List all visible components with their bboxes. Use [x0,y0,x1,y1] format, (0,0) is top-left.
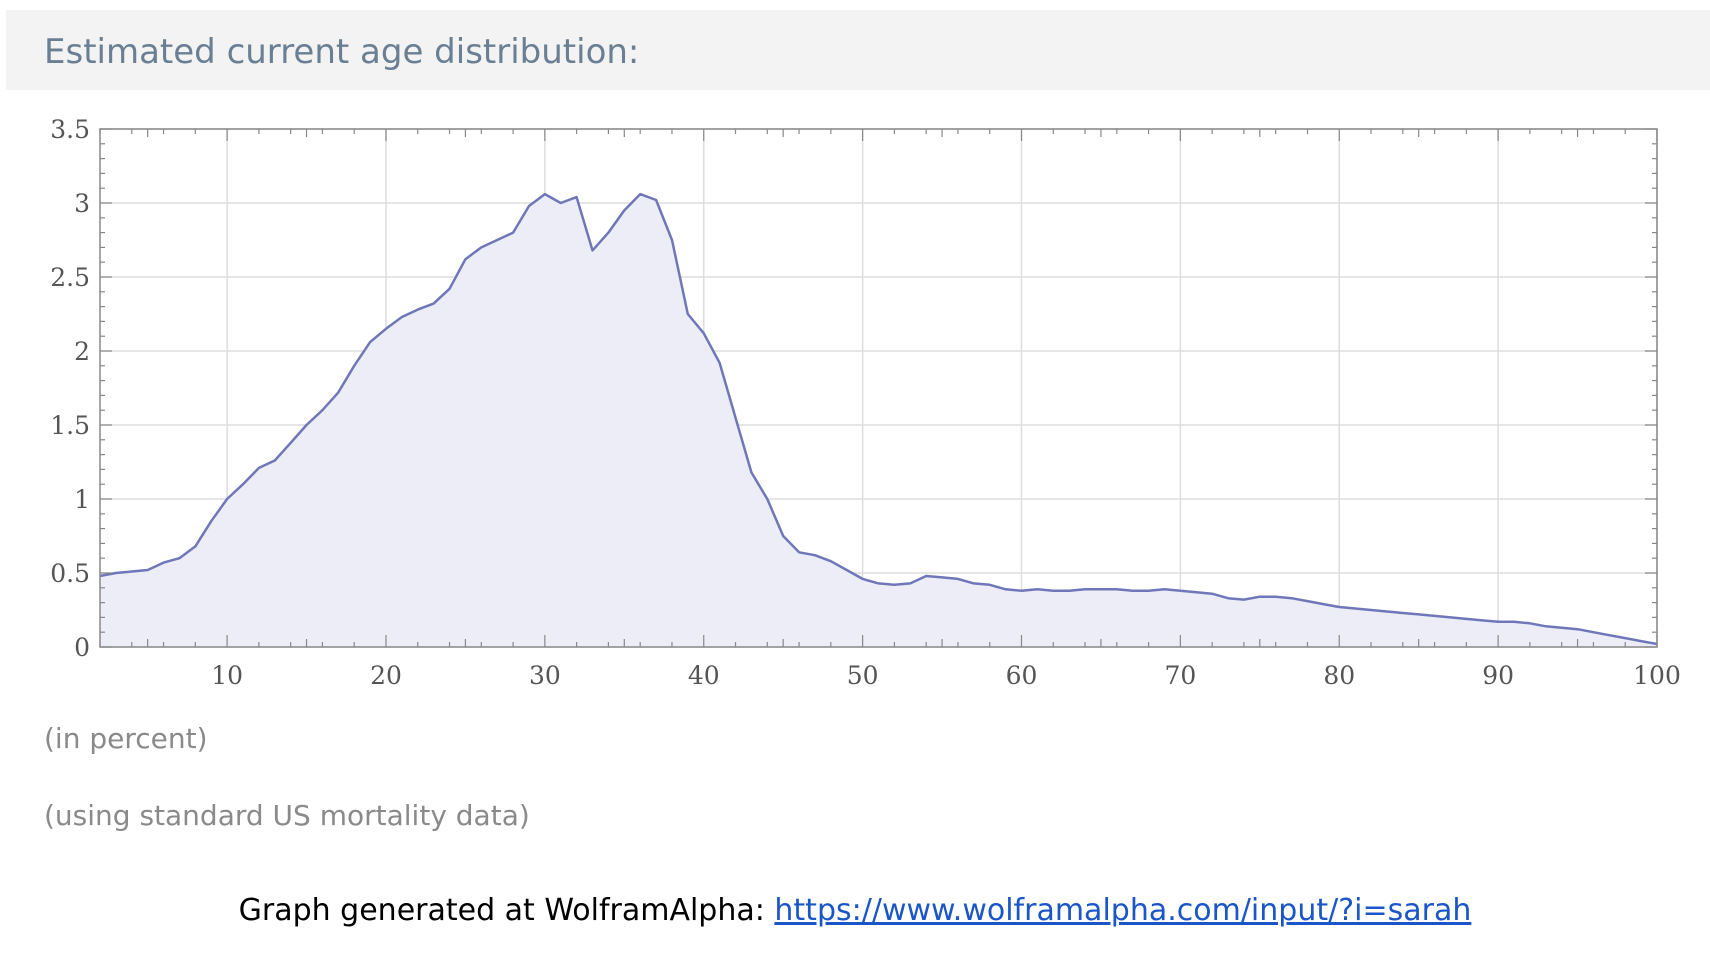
y-tick-label: 3.5 [50,115,90,144]
chart-title: Estimated current age distribution: [44,32,640,72]
plot-frame [99,128,1658,648]
distribution-area [100,194,1657,647]
x-tick-label: 70 [1164,661,1196,690]
y-tick-label: 3 [74,189,90,218]
x-axis-tick-labels: 10 20 30 40 50 60 70 80 90 100 [211,661,1681,690]
age-distribution-chart: 10 20 30 40 50 60 70 80 90 100 0 0.5 1 1.5 2 2.5 3 3.5 [50,115,1681,690]
x-tick-label: 20 [370,661,402,690]
header-bar: Estimated current age distribution: [6,10,1710,90]
y-tick-label: 1 [74,485,90,514]
y-tick-label: 2.5 [50,263,90,292]
x-tick-label: 60 [1006,661,1038,690]
y-tick-label: 2 [74,337,90,366]
units-note: (in percent) [44,722,208,755]
x-tick-label: 90 [1482,661,1514,690]
y-tick-label: 0.5 [50,559,90,588]
wolframalpha-link[interactable]: https://www.wolframalpha.com/input/?i=sa… [774,893,1472,928]
y-tick-label: 0 [74,633,90,662]
y-tick-label: 1.5 [50,411,90,440]
x-tick-label: 40 [688,661,720,690]
tick-marks [99,128,1658,648]
x-tick-label: 100 [1633,661,1681,690]
x-tick-label: 30 [529,661,561,690]
credit-line: Graph generated at WolframAlpha: https:/… [0,893,1710,928]
credit-text: Graph generated at WolframAlpha: [238,893,775,928]
x-tick-label: 10 [211,661,243,690]
y-axis-tick-labels: 0 0.5 1 1.5 2 2.5 3 3.5 [50,115,90,662]
data-source-note: (using standard US mortality data) [44,799,530,832]
distribution-line [99,192,1658,646]
x-tick-label: 80 [1323,661,1355,690]
x-tick-label: 50 [847,661,879,690]
